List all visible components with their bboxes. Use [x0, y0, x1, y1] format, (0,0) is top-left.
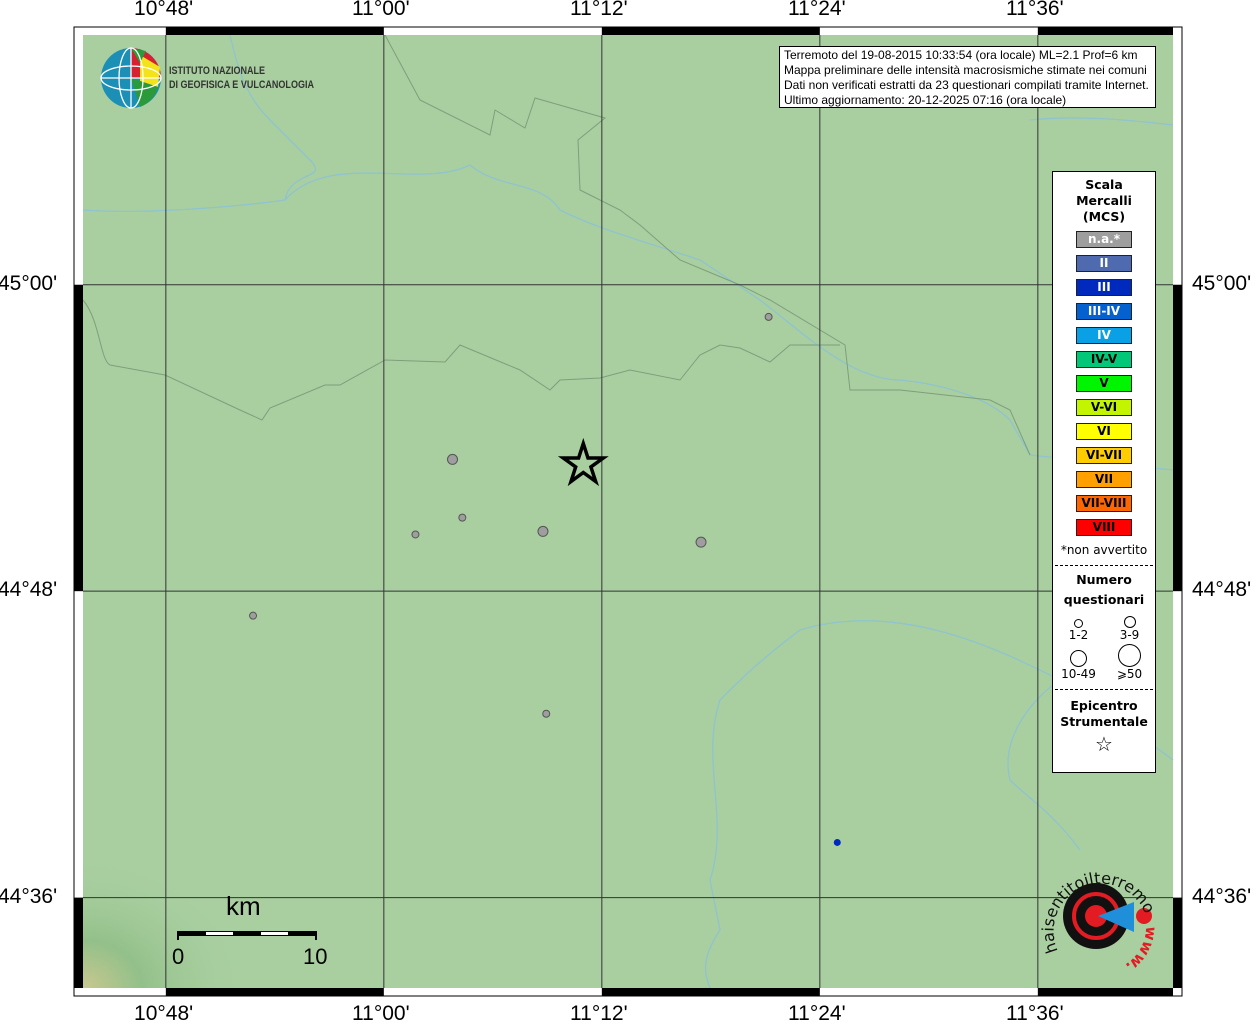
- station-marker[interactable]: [695, 536, 707, 548]
- epicenter-star[interactable]: [557, 437, 609, 487]
- frame-bar: [601, 27, 820, 35]
- frame-bar: [74, 284, 83, 592]
- frame-bar: [1173, 284, 1182, 592]
- legend-title-line: (MCS): [1082, 209, 1126, 224]
- intensity-swatch: n.a.*: [1076, 231, 1132, 248]
- lon-label-top: 11°36': [1006, 0, 1064, 20]
- questionari-title-line: Numero: [1076, 572, 1132, 587]
- relief-shading: [83, 600, 563, 988]
- scale-start: 0: [172, 944, 184, 969]
- size-10-49: 10-49: [1053, 644, 1104, 681]
- station-marker[interactable]: [542, 709, 551, 718]
- frame-bar: [165, 988, 384, 996]
- size-label: 3-9: [1119, 628, 1140, 642]
- intensity-swatch: VII-VIII: [1076, 495, 1132, 512]
- station-marker[interactable]: [458, 513, 467, 522]
- lat-label-right: 45°00': [1192, 271, 1252, 295]
- graticule: [83, 35, 1173, 988]
- intensity-swatch: V-VI: [1076, 399, 1132, 416]
- intensity-swatch: V: [1076, 375, 1132, 392]
- lon-label-bottom: 11°24': [788, 1002, 846, 1025]
- ingv-line1: ISTITUTO NAZIONALE: [169, 65, 266, 77]
- scale-unit: km: [226, 891, 261, 921]
- frame-bar: [1037, 27, 1173, 35]
- frame-bar: [165, 27, 384, 35]
- frame-bar: [74, 897, 83, 988]
- size-50: ⩾50: [1104, 644, 1155, 681]
- lon-label-top: 11°00': [352, 0, 410, 20]
- svg-text:www.: www.: [1122, 925, 1156, 976]
- admin-boundaries: [82, 34, 1031, 456]
- ingv-line2: DI GEOFISICA E VULCANOLOGIA: [169, 79, 314, 91]
- questionari-title: Numero questionari: [1053, 570, 1155, 610]
- lon-label-top: 11°24': [788, 0, 846, 20]
- intensity-swatch: III-IV: [1076, 303, 1132, 320]
- legend-title-line: Mercalli: [1076, 193, 1132, 208]
- size-legend: 1-2 3-9 10-49 ⩾50: [1053, 616, 1155, 681]
- questionari-title-line: questionari: [1063, 592, 1145, 607]
- star-icon: ☆: [1095, 732, 1113, 756]
- epicentro-line: Epicentro: [1070, 698, 1138, 713]
- scale-end: 10: [303, 944, 327, 969]
- intensity-swatches: n.a.* II III III-IV IV IV-V V V-VI VI VI-VII VII VI…: [1053, 231, 1155, 536]
- intensity-swatch: IV-V: [1076, 351, 1132, 368]
- divider: [1055, 565, 1153, 566]
- intensity-swatch: VI: [1076, 423, 1132, 440]
- intensity-swatch: VI-VII: [1076, 447, 1132, 464]
- legend-note: *non avvertito: [1060, 543, 1148, 557]
- intensity-swatch: IV: [1076, 327, 1132, 344]
- ingv-logo-text: ISTITUTO NAZIONALE DI GEOFISICA E VULCANO…: [169, 64, 314, 92]
- station-marker[interactable]: [833, 838, 841, 846]
- size-label: 10-49: [1061, 667, 1096, 681]
- epicentro-title: Epicentro Strumentale: [1053, 698, 1155, 730]
- legend: Scala Mercalli (MCS) n.a.* II III III-IV IV I…: [1052, 171, 1156, 773]
- legend-title: Scala Mercalli (MCS): [1053, 177, 1155, 225]
- lat-label-left: 44°36': [0, 884, 58, 908]
- station-marker[interactable]: [764, 312, 773, 321]
- intensity-swatch: II: [1076, 255, 1132, 272]
- station-marker[interactable]: [411, 530, 420, 539]
- size-label: 1-2: [1068, 628, 1089, 642]
- frame-bar: [1037, 988, 1173, 996]
- size-label: ⩾50: [1116, 667, 1143, 681]
- ingv-globe-logo: [100, 47, 162, 109]
- intensity-swatch: VII: [1076, 471, 1132, 488]
- lon-label-bottom: 11°36': [1006, 1002, 1064, 1025]
- station-marker[interactable]: [249, 611, 258, 620]
- stations-layer: [249, 312, 841, 846]
- epicentro-line: Strumentale: [1060, 714, 1148, 729]
- lat-label-right: 44°36': [1192, 884, 1252, 908]
- lon-label-bottom: 11°00': [352, 1002, 410, 1025]
- info-box: Terremoto del 19-08-2015 10:33:54 (ora l…: [779, 46, 1156, 108]
- size-3-9: 3-9: [1104, 616, 1155, 642]
- intensity-swatch: VIII: [1076, 519, 1132, 536]
- info-line: Mappa preliminare delle intensità macros…: [784, 63, 1147, 77]
- station-marker[interactable]: [447, 453, 459, 465]
- info-line: Dati non verificati estratti da 23 quest…: [784, 78, 1149, 92]
- scale-bar: km 0 10: [172, 891, 327, 969]
- frame-bar: [601, 988, 820, 996]
- intensity-swatch: III: [1076, 279, 1132, 296]
- lat-label-right: 44°48': [1192, 578, 1252, 602]
- divider: [1055, 689, 1153, 690]
- size-1-2: 1-2: [1053, 616, 1104, 642]
- lat-label-left: 45°00': [0, 271, 58, 295]
- info-line: Ultimo aggiornamento: 20-12-2025 07:16 (…: [784, 93, 1067, 107]
- lon-label-bottom: 10°48': [134, 1002, 194, 1025]
- haisentito-logo[interactable]: haisentitoilterremoto.it www.: [1036, 856, 1156, 976]
- lon-label-bottom: 11°12': [570, 1002, 628, 1025]
- lon-label-top: 11°12': [570, 0, 628, 20]
- frame-bar: [1173, 897, 1182, 988]
- lat-label-left: 44°48': [0, 578, 58, 602]
- frame-bars: [74, 27, 1182, 996]
- lon-label-top: 10°48': [134, 0, 194, 20]
- info-line: Terremoto del 19-08-2015 10:33:54 (ora l…: [784, 48, 1138, 62]
- station-marker[interactable]: [537, 525, 549, 537]
- legend-title-line: Scala: [1085, 177, 1123, 192]
